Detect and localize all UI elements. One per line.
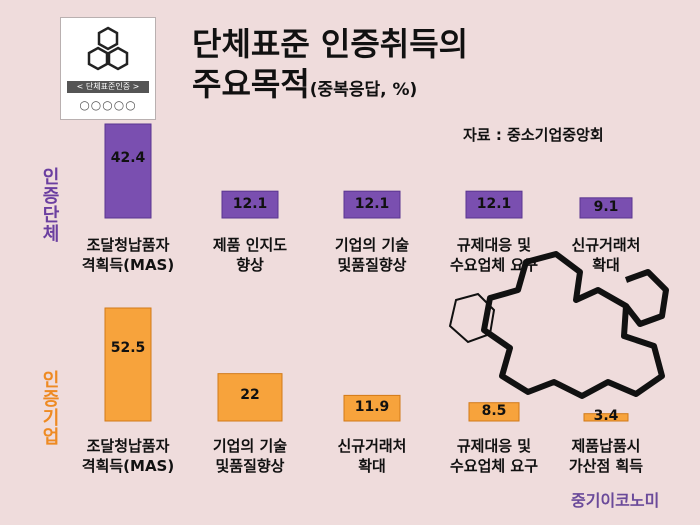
category-label-1-4: 규제대응 및 수요업체 요구 <box>449 236 539 274</box>
hexagon-decoration-icon <box>448 251 669 399</box>
bar-1-3 <box>343 190 401 219</box>
bar-1-5 <box>579 197 633 219</box>
bar-2-2 <box>217 373 283 422</box>
category-label-1-2: 제품 인지도 향상 <box>212 236 288 274</box>
value-label-2-1: 52.5 <box>110 339 146 356</box>
value-label-1-3: 12.1 <box>354 195 390 212</box>
value-label-1-2: 12.1 <box>232 195 268 212</box>
value-label-2-2: 22 <box>240 386 260 403</box>
group-label-company: 인증기업 <box>42 370 60 448</box>
value-label-1-5: 9.1 <box>593 198 619 215</box>
title-line1: 단체표준 인증취득의 <box>192 25 469 63</box>
category-label-1-5: 신규거래처 확대 <box>571 236 641 274</box>
title-line2: 주요목적 <box>192 65 310 103</box>
certification-logo: < 단체표준인증 > ○○○○○ <box>60 17 156 120</box>
value-label-1-1: 42.4 <box>110 150 146 167</box>
category-label-2-5: 제품납품시 가산점 획득 <box>568 437 644 475</box>
page-title: 단체표준 인증취득의 주요목적(중복응답, %) <box>192 24 468 110</box>
bar-1-4 <box>465 190 523 219</box>
bar-2-1 <box>104 307 152 422</box>
bar-2-5 <box>583 413 629 422</box>
value-label-1-4: 12.1 <box>476 195 512 212</box>
category-label-1-1: 조달청납품자 격획득(MAS) <box>81 236 175 274</box>
category-label-2-1: 조달청납품자 격획득(MAS) <box>81 437 175 475</box>
trefoil-mark-icon <box>87 26 129 71</box>
bar-1-2 <box>221 190 279 219</box>
title-note: (중복응답, %) <box>309 80 418 100</box>
brand-logo-text: 중기이코노미 <box>571 491 660 510</box>
category-label-1-3: 기업의 기술 및품질향상 <box>334 236 410 274</box>
category-label-2-4: 규제대응 및 수요업체 요구 <box>449 437 539 475</box>
category-label-2-2: 기업의 기술 및품질향상 <box>212 437 288 475</box>
value-label-2-5: 3.4 <box>593 408 619 425</box>
group-label-org: 인증단체 <box>42 167 60 245</box>
source-text: 자료 : 중소기업중앙회 <box>463 126 604 144</box>
category-label-2-3: 신규거래처 확대 <box>337 437 407 475</box>
value-label-2-4: 8.5 <box>481 402 507 419</box>
logo-banner: < 단체표준인증 > <box>67 81 149 93</box>
value-label-2-3: 11.9 <box>354 399 390 416</box>
bar-1-1 <box>104 123 152 219</box>
logo-circles: ○○○○○ <box>79 98 137 112</box>
bar-2-3 <box>343 394 401 422</box>
bar-2-4 <box>468 402 520 422</box>
